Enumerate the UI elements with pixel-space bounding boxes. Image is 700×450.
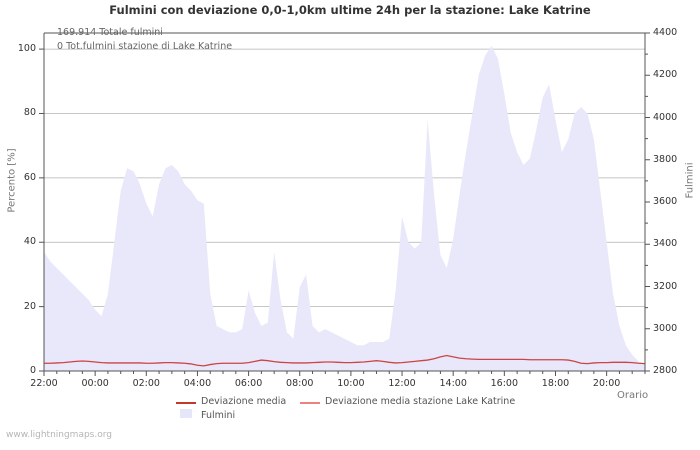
x-axis-tick: 02:00 xyxy=(132,378,160,389)
legend-label: Deviazione media stazione Lake Katrine xyxy=(325,396,516,407)
y-axis-right-tick: 4200 xyxy=(653,69,678,81)
legend-swatch-area xyxy=(180,409,192,418)
legend-label: Deviazione media xyxy=(201,396,287,407)
legend-swatch-line xyxy=(300,402,320,404)
y-axis-left-tick: 20 xyxy=(23,300,36,312)
y-axis-right-title: Fulmini xyxy=(684,162,696,199)
y-axis-right-tick: 4400 xyxy=(653,27,678,38)
x-axis-tick: 18:00 xyxy=(541,378,570,389)
x-axis-tick: 00:00 xyxy=(81,378,109,389)
x-axis-tick: 22:00 xyxy=(30,378,58,389)
y-axis-left-tick: 80 xyxy=(23,107,36,119)
x-axis-tick: 16:00 xyxy=(490,378,519,389)
y-axis-left-tick: 60 xyxy=(23,171,36,183)
x-axis-tick: 04:00 xyxy=(183,378,212,389)
annotation-station-lightning: 0 Tot.fulmini stazione di Lake Katrine xyxy=(57,41,233,52)
watermark-text: www.lightningmaps.org xyxy=(6,430,112,440)
x-axis-tick: 12:00 xyxy=(388,378,416,389)
x-axis-title: Orario xyxy=(617,390,649,401)
x-axis-tick: 14:00 xyxy=(439,378,467,389)
chart-title: Fulmini con deviazione 0,0-1,0km ultime … xyxy=(109,3,591,17)
legend-label: Fulmini xyxy=(201,410,236,421)
y-axis-left-tick: 0 xyxy=(29,365,36,376)
y-axis-right-tick: 4000 xyxy=(653,111,678,123)
legend-swatch-line xyxy=(176,402,196,404)
x-axis-tick: 08:00 xyxy=(286,378,314,389)
x-axis-tick: 10:00 xyxy=(337,378,365,389)
y-axis-right-tick: 3800 xyxy=(653,153,678,165)
y-axis-left-tick: 100 xyxy=(17,43,36,55)
y-axis-right-tick: 3200 xyxy=(653,280,678,292)
x-axis-tick: 06:00 xyxy=(234,378,263,389)
y-axis-right-tick: 3600 xyxy=(653,196,678,207)
y-axis-right-tick: 3000 xyxy=(653,322,678,334)
annotation-total-lightning: 169.914 Totale fulmini xyxy=(57,27,163,38)
y-axis-left-tick: 40 xyxy=(23,236,36,248)
y-axis-right-tick: 3400 xyxy=(653,238,678,250)
x-axis-tick: 20:00 xyxy=(592,378,621,389)
y-axis-right-tick: 2800 xyxy=(653,365,678,376)
